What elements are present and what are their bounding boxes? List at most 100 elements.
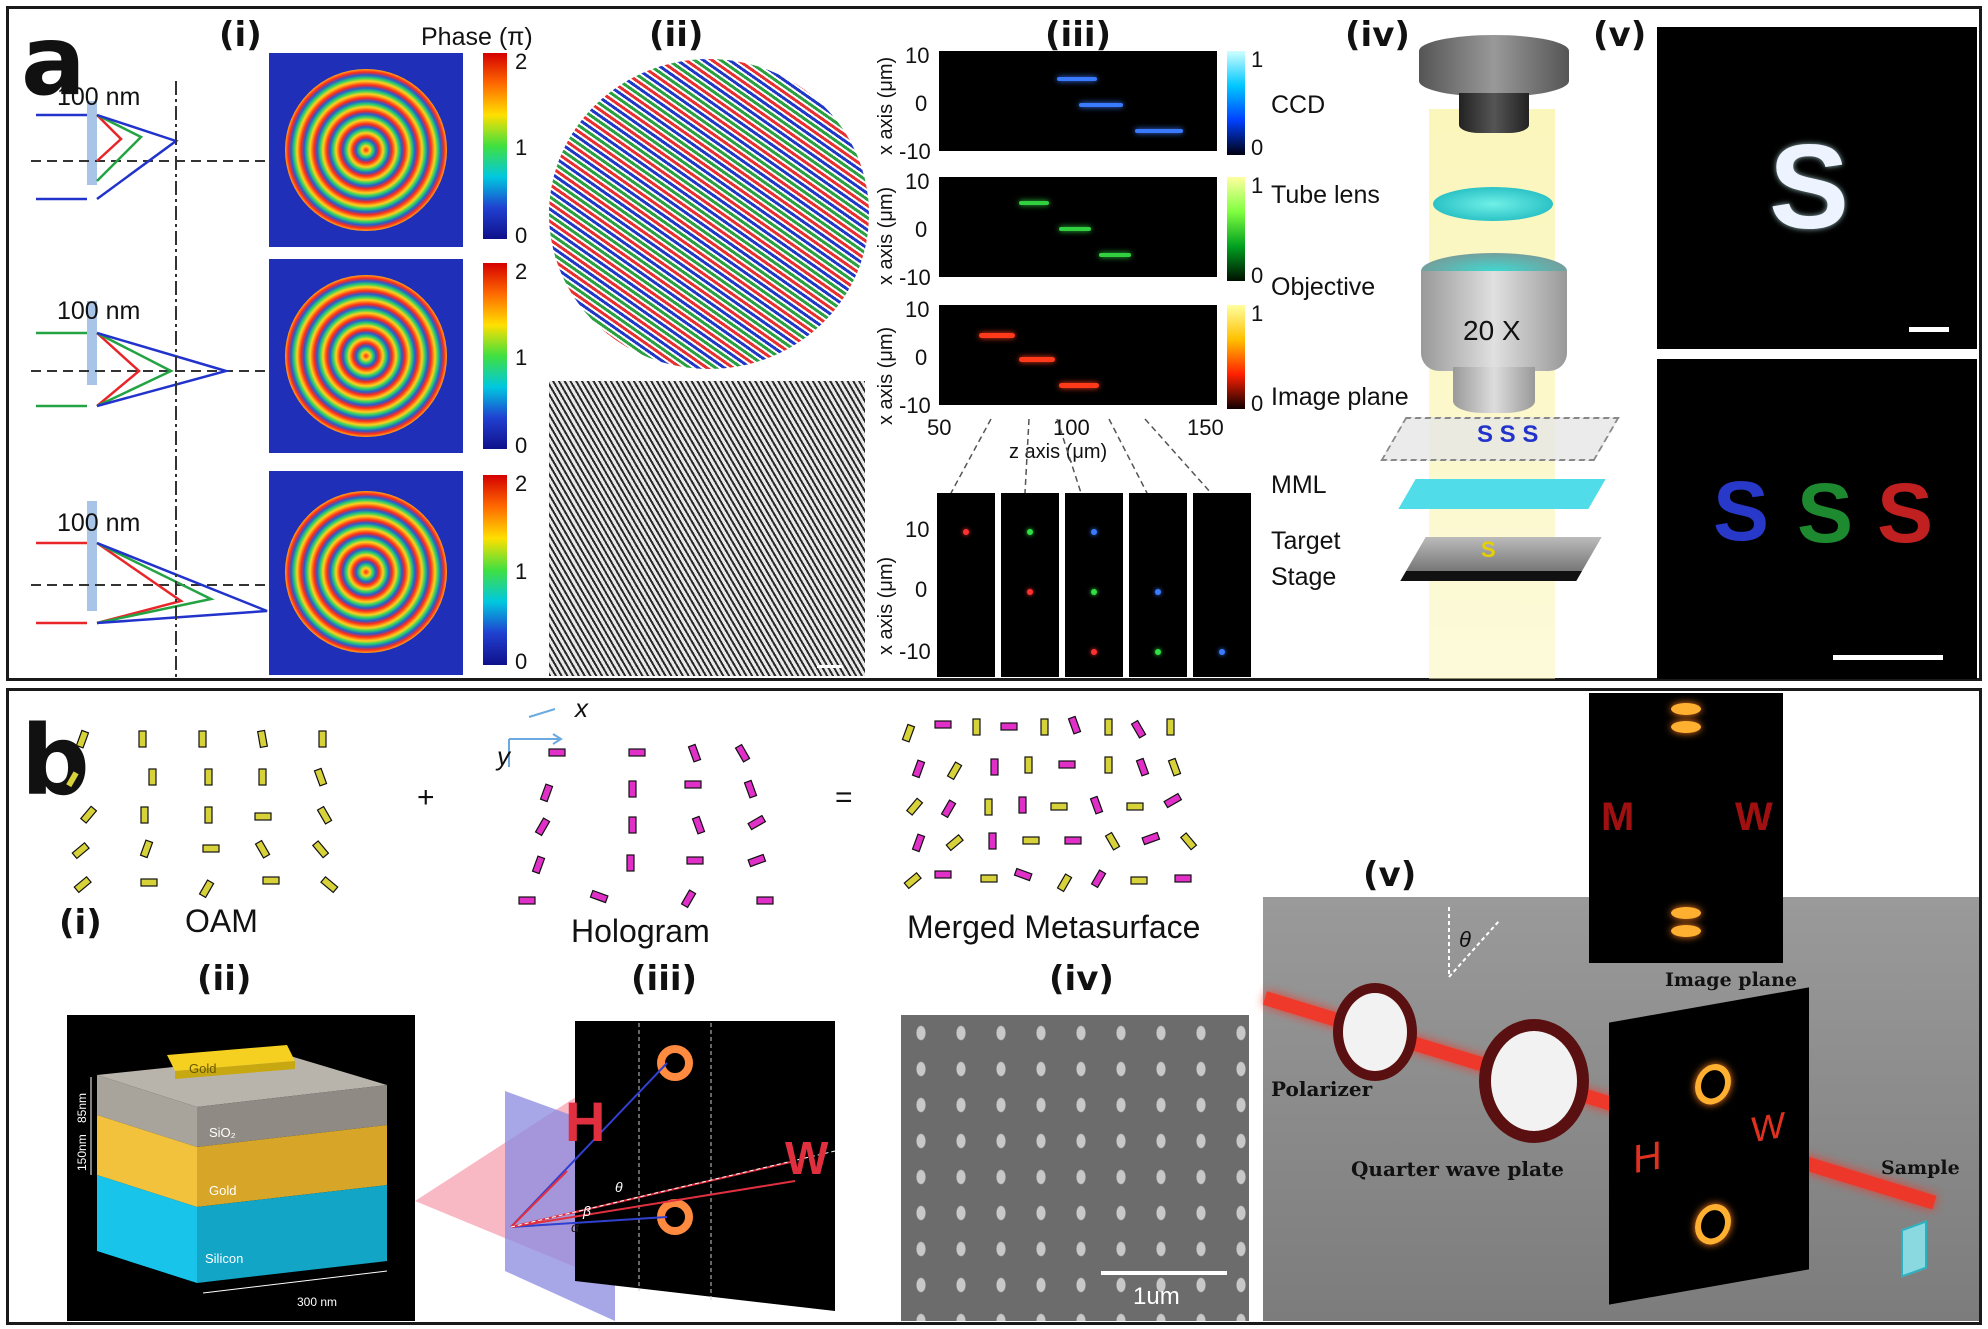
setup-label-objective: Objective — [1271, 273, 1376, 301]
inset-letter-w: W — [1735, 795, 1773, 839]
label-polarizer: Polarizer — [1271, 1077, 1373, 1101]
angle-beta: β — [583, 1203, 591, 1219]
subfig-a-v-label: (v) — [1593, 15, 1647, 55]
subfig-a-iv-label: (iv) — [1345, 15, 1410, 55]
sem-scale-bar — [817, 665, 843, 668]
hologram-array — [518, 743, 774, 909]
cbh-tick-1: 1 — [1251, 301, 1264, 326]
angle-alpha: α — [571, 1219, 579, 1235]
iii-xtick-150: 150 — [1187, 415, 1224, 440]
polarizer-ring — [1333, 983, 1417, 1081]
cb2-tick-1: 1 — [515, 345, 528, 370]
sem-scalebar-label: 1um — [1133, 1283, 1180, 1310]
cb1-tick-0: 0 — [515, 223, 528, 248]
label-quarter-wave-plate: Quarter wave plate — [1351, 1157, 1564, 1181]
oam-array — [64, 729, 339, 899]
scale-bar-bottom — [1833, 655, 1943, 660]
cbg-tick-0: 0 — [1251, 263, 1264, 288]
xy-axes — [508, 708, 563, 767]
plot3-ytick-0: 0 — [915, 345, 928, 370]
focal-plot-red — [939, 305, 1217, 405]
target-s-letter: S — [1481, 537, 1496, 562]
iii-ylabel-1: x axis (μm) — [875, 56, 897, 155]
setup-label-ccd: CCD — [1271, 91, 1326, 119]
spot-panel-4 — [1129, 493, 1187, 677]
screen-letter-h: H — [1633, 1133, 1662, 1183]
cb3-tick-1: 1 — [515, 559, 528, 584]
plot2-ytick-m10: -10 — [899, 265, 931, 290]
tube-lens — [1433, 187, 1553, 221]
image-plane-letters: S S S — [1477, 421, 1539, 448]
phase-colorbar-3 — [483, 475, 507, 665]
axis-y-label: y — [497, 741, 510, 771]
dim-85nm: 85nm — [75, 1092, 89, 1123]
dim-150nm: 150nm — [75, 1134, 89, 1171]
ray-label-2: 100 nm — [57, 297, 141, 325]
spot-ylabel: x axis (μm) — [875, 556, 897, 655]
captured-s: S — [1769, 120, 1850, 254]
sample-slide — [1901, 1220, 1927, 1278]
objective-tip — [1453, 367, 1535, 413]
plot1-ytick-10: 10 — [905, 43, 930, 68]
captured-s-red: S — [1877, 466, 1934, 560]
layer-label-sio2: SiO₂ — [209, 1125, 236, 1140]
hologram-letter-w: W — [785, 1132, 829, 1184]
setup-label-stage: Stage — [1271, 563, 1337, 591]
phase-colorbar-2 — [483, 263, 507, 449]
iii-xlabel: z axis (μm) — [1009, 441, 1108, 463]
sem-scalebar — [1101, 1271, 1227, 1275]
equals-sign: = — [835, 781, 853, 814]
axis-x-label: x — [575, 693, 588, 723]
spot-panel-5 — [1193, 493, 1251, 677]
subfig-a-i-label: (i) — [219, 15, 262, 55]
merged-array — [901, 715, 1198, 893]
subfig-a-ii-label: (ii) — [649, 15, 704, 55]
hologram-letter-h: H — [565, 1090, 606, 1153]
phase-map-2 — [269, 259, 463, 453]
panel-a-letter: a — [21, 5, 86, 117]
layer-stack-drawing — [90, 1045, 388, 1294]
cb1-tick-1: 1 — [515, 135, 528, 160]
focal-plot-blue — [939, 51, 1217, 151]
spot-ytick-10: 10 — [905, 517, 930, 542]
panel-b: b + — [6, 688, 1982, 1325]
holography-schematic — [415, 1021, 836, 1321]
spot-panel-2 — [1001, 493, 1059, 677]
plot2-ytick-10: 10 — [905, 169, 930, 194]
target-stage — [1400, 537, 1602, 581]
plot3-ytick-10: 10 — [905, 297, 930, 322]
merged-caption: Merged Metasurface — [907, 909, 1201, 945]
ray-label-1: 100 nm — [57, 83, 141, 111]
subfig-b-iv-label: (iv) — [1049, 959, 1114, 999]
objective-magnification: 20 X — [1463, 315, 1521, 346]
oam-caption: OAM — [185, 903, 258, 939]
image-plane-screen: H W — [1609, 987, 1809, 1305]
subfig-b-i-label: (i) — [59, 903, 102, 943]
top-image-inset: M W — [1589, 693, 1783, 963]
cb3-tick-2: 2 — [515, 471, 528, 496]
label-sample: Sample — [1881, 1157, 1960, 1179]
spot-panel-1 — [937, 493, 995, 677]
iii-ylabel-2: x axis (μm) — [875, 186, 897, 285]
ccd-camera — [1419, 35, 1569, 97]
ray-diagram-green — [31, 301, 271, 408]
colorbar-green — [1227, 177, 1245, 281]
setup-label-tube-lens: Tube lens — [1271, 181, 1380, 209]
cb2-tick-0: 0 — [515, 433, 528, 458]
colorbar-hot — [1227, 305, 1245, 409]
ray-label-3: 100 nm — [57, 509, 141, 537]
subfig-b-ii-label: (ii) — [197, 959, 252, 999]
layer-label-silicon: Silicon — [205, 1251, 244, 1266]
captured-s-green: S — [1797, 466, 1854, 560]
mml-slab — [1398, 479, 1606, 509]
subfig-b-iii-label: (iii) — [631, 959, 698, 999]
panel-b-letter: b — [21, 705, 90, 817]
dim-300nm: 300 nm — [297, 1295, 338, 1309]
setup-label-mml: MML — [1271, 471, 1327, 499]
setup-label-image-plane: Image plane — [1271, 383, 1409, 411]
label-image-plane: Image plane — [1665, 969, 1798, 991]
zoom-guide-lines — [950, 418, 1212, 494]
spot-ytick-0: 0 — [915, 577, 928, 602]
cb1-tick-2: 2 — [515, 49, 528, 74]
phase-title: Phase (π) — [421, 23, 533, 51]
